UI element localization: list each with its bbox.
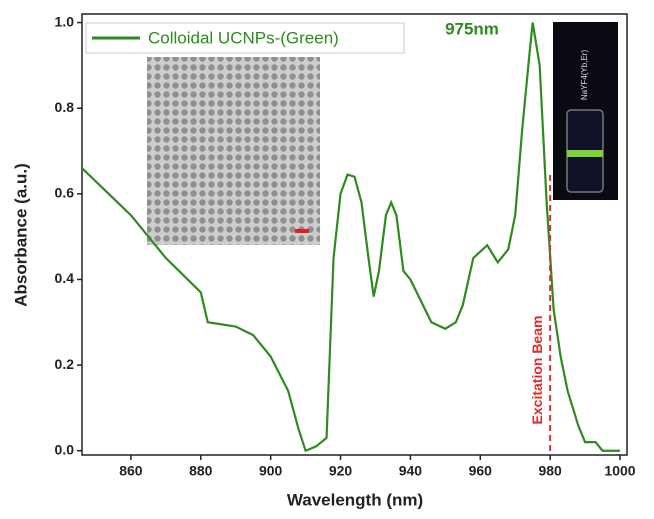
y-tick-label: 0.4 [55, 270, 75, 286]
x-tick-label: 920 [329, 463, 353, 479]
y-tick-label: 0.6 [55, 185, 75, 201]
peak-label: 975nm [445, 19, 499, 38]
y-tick-label: 0.8 [55, 99, 75, 115]
plot-frame [81, 13, 628, 456]
excitation-label: Excitation Beam [529, 316, 545, 425]
tem-inset [147, 57, 320, 245]
legend: Colloidal UCNPs-(Green) [85, 22, 405, 54]
x-tick-label: 860 [119, 463, 143, 479]
vial-inset: NaYF4(Yb,Er) [553, 22, 618, 200]
x-tick-label: 940 [399, 463, 423, 479]
y-tick-label: 0.0 [55, 441, 75, 457]
y-axis-label: Absorbance (a.u.) [11, 163, 30, 307]
y-tick-label: 1.0 [55, 13, 75, 29]
x-tick-label: 960 [469, 463, 493, 479]
data-line [81, 22, 621, 453]
x-tick-label: 980 [538, 463, 562, 479]
x-tick-label: 880 [189, 463, 213, 479]
legend-label: Colloidal UCNPs-(Green) [148, 28, 339, 47]
x-tick-label: 900 [259, 463, 283, 479]
x-axis-label: Wavelength (nm) [287, 490, 423, 509]
inset-label: NaYF4(Yb,Er) [580, 50, 589, 101]
x-tick-label: 1000 [604, 463, 635, 479]
y-tick-label: 0.2 [55, 356, 75, 372]
